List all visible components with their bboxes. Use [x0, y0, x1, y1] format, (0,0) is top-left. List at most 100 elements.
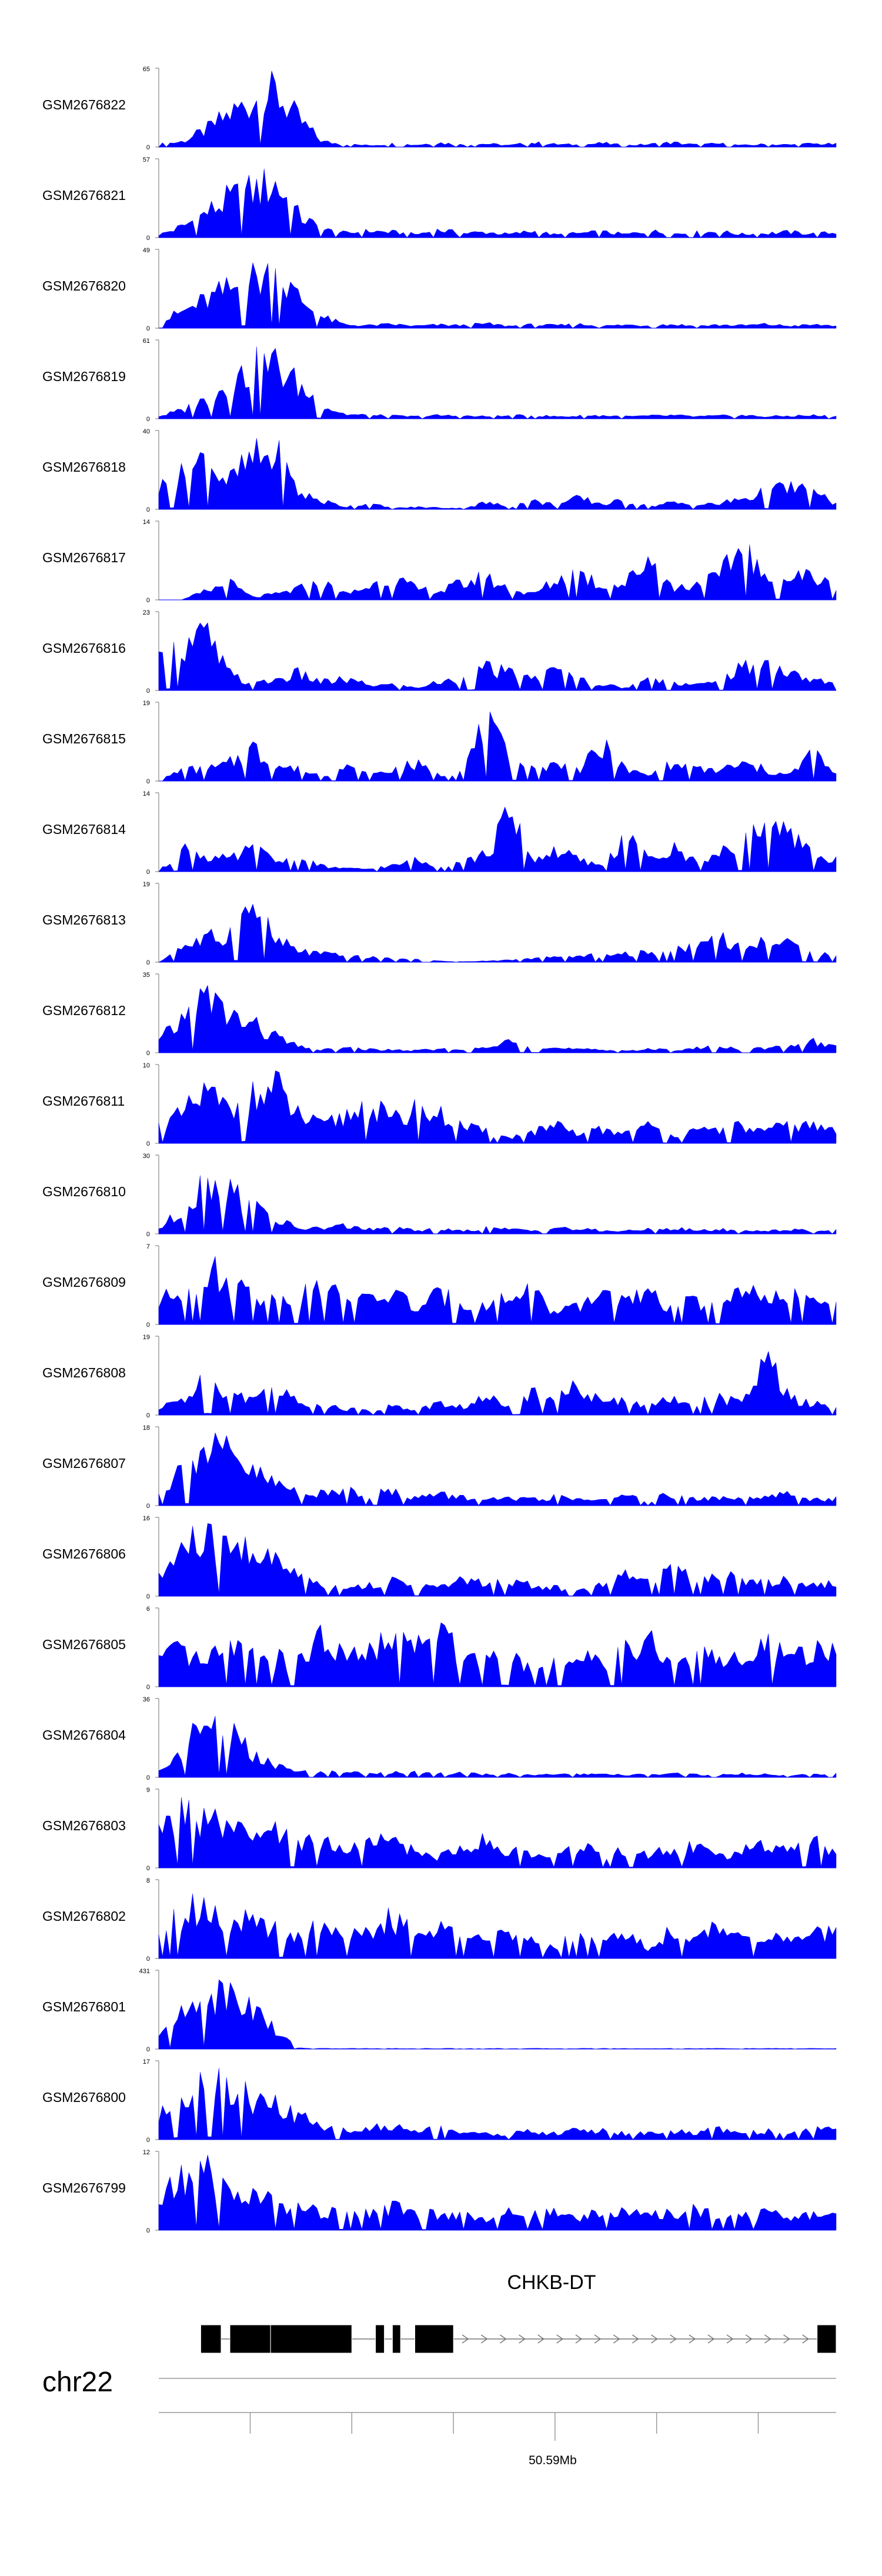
y-axis-max-label: 18: [143, 1424, 150, 1432]
y-axis-min-label: 0: [146, 1684, 150, 1691]
track-GSM2676821: GSM2676821 57 0: [42, 156, 837, 242]
y-axis-max-label: 49: [143, 247, 150, 254]
y-axis-max-label: 10: [143, 1062, 150, 1069]
y-axis-max-label: 16: [143, 1515, 150, 1522]
track-GSM2676815: GSM2676815 19 0: [42, 700, 837, 785]
coverage-area: [158, 168, 837, 238]
coverage-area: [158, 1350, 837, 1416]
track-GSM2676805: GSM2676805 6 0: [42, 1606, 837, 1691]
track-label: GSM2676819: [42, 369, 126, 384]
track-label: GSM2676815: [42, 731, 126, 746]
track-GSM2676802: GSM2676802 8 0: [42, 1877, 837, 1963]
y-axis-max-label: 30: [143, 1153, 150, 1160]
coverage-area: [158, 903, 837, 963]
track-GSM2676806: GSM2676806 16 0: [42, 1515, 837, 1600]
y-axis-min-label: 0: [146, 1231, 150, 1238]
track-GSM2676817: GSM2676817 14 0: [42, 519, 837, 604]
gene-name-label: CHKB-DT: [507, 2271, 596, 2294]
coverage-area: [158, 1432, 837, 1506]
coverage-area: [158, 1979, 837, 2050]
y-axis-max-label: 431: [139, 1968, 150, 1975]
coverage-area: [158, 71, 837, 148]
coverage-area: [158, 806, 837, 872]
strand-arrow: [783, 2334, 790, 2344]
y-axis-min-label: 0: [146, 1593, 150, 1600]
track-label: GSM2676820: [42, 278, 126, 293]
track-label: GSM2676822: [42, 97, 126, 112]
exon: [229, 2324, 271, 2354]
y-axis-max-label: 17: [143, 2058, 150, 2066]
exon: [200, 2324, 222, 2354]
axis-ticks: [249, 2413, 759, 2441]
coverage-area: [158, 622, 837, 691]
y-axis-max-label: 9: [146, 1787, 150, 1794]
track-label: GSM2676812: [42, 1003, 126, 1018]
track-GSM2676818: GSM2676818 40 0: [42, 428, 837, 513]
exon: [270, 2324, 352, 2354]
track-GSM2676807: GSM2676807 18 0: [42, 1424, 837, 1510]
track-label: GSM2676808: [42, 1365, 126, 1380]
coverage-area: [158, 985, 837, 1053]
y-axis-max-label: 6: [146, 1606, 150, 1613]
y-axis-max-label: 19: [143, 1334, 150, 1341]
y-axis-max-label: 19: [143, 881, 150, 888]
track-label: GSM2676806: [42, 1546, 126, 1561]
exon: [415, 2324, 454, 2354]
y-axis-max-label: 14: [143, 519, 150, 526]
track-GSM2676811: GSM2676811 10 0: [42, 1062, 837, 1147]
y-axis-max-label: 65: [143, 66, 150, 73]
track-GSM2676800: GSM2676800 17 0: [42, 2058, 837, 2144]
strand-arrow: [802, 2334, 810, 2344]
track-GSM2676799: GSM2676799 12 0: [42, 2149, 837, 2234]
y-axis-min-label: 0: [146, 1412, 150, 1419]
track-GSM2676808: GSM2676808 19 0: [42, 1334, 837, 1419]
strand-arrow: [689, 2334, 696, 2344]
y-axis-min-label: 0: [146, 416, 150, 423]
coverage-area: [158, 2154, 837, 2231]
axis-position-label: 50.59Mb: [529, 2454, 577, 2467]
gene-track: CHKB-DT: [200, 2271, 837, 2354]
strand-arrow: [556, 2334, 564, 2344]
track-label: GSM2676800: [42, 2090, 126, 2105]
track-label: GSM2676802: [42, 1908, 126, 1924]
track-GSM2676812: GSM2676812 35 0: [42, 972, 837, 1057]
strand-arrow: [462, 2334, 469, 2344]
y-axis-min-label: 0: [146, 1956, 150, 1963]
coverage-area: [158, 438, 837, 510]
y-axis-min-label: 0: [146, 1503, 150, 1510]
y-axis-min-label: 0: [146, 2227, 150, 2234]
chromosome-label: chr22: [42, 2367, 113, 2398]
y-axis-min-label: 0: [146, 2137, 150, 2144]
strand-arrow: [519, 2334, 526, 2344]
coverage-area: [158, 1893, 837, 1959]
track-label: GSM2676814: [42, 822, 126, 837]
y-axis-min-label: 0: [146, 235, 150, 242]
y-axis-min-label: 0: [146, 325, 150, 332]
coverage-area: [158, 1622, 837, 1687]
exon: [817, 2324, 837, 2354]
chromosome-axis: chr22 50.59Mb: [42, 2367, 836, 2467]
strand-arrow: [480, 2334, 488, 2344]
strand-arrow: [537, 2334, 545, 2344]
track-label: GSM2676817: [42, 550, 126, 565]
track-GSM2676804: GSM2676804 36 0: [42, 1696, 837, 1781]
y-axis-max-label: 40: [143, 428, 150, 435]
y-axis-min-label: 0: [146, 1140, 150, 1147]
track-GSM2676820: GSM2676820 49 0: [42, 247, 837, 332]
coverage-area: [158, 711, 837, 782]
y-axis-min-label: 0: [146, 506, 150, 513]
coverage-area: [158, 1797, 837, 1868]
track-label: GSM2676801: [42, 1999, 126, 2014]
coverage-area: [158, 346, 837, 419]
coverage-area: [158, 1523, 837, 1597]
track-GSM2676801: GSM2676801 431 0: [42, 1968, 837, 2053]
y-axis-min-label: 0: [146, 144, 150, 151]
y-axis-max-label: 19: [143, 700, 150, 707]
strand-arrow: [707, 2334, 715, 2344]
track-label: GSM2676818: [42, 459, 126, 475]
coverage-area: [158, 1716, 837, 1778]
strand-arrow: [632, 2334, 639, 2344]
y-axis-min-label: 0: [146, 1322, 150, 1329]
coverage-area: [158, 1256, 837, 1325]
